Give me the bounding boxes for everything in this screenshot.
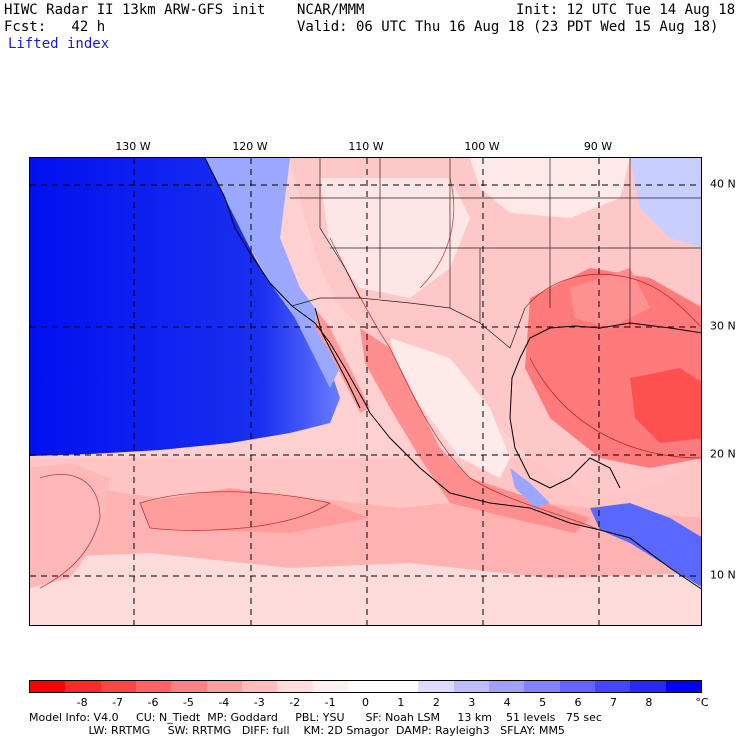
- colorbar-tick-label: 4: [503, 696, 511, 709]
- colorbar-tick-label: -5: [182, 696, 194, 709]
- pacific-coast: [204, 158, 371, 414]
- colorbar-tick-label: -7: [112, 696, 124, 709]
- colorbar-swatch: [418, 681, 454, 692]
- lat-label-20n: 20 N: [710, 447, 736, 461]
- lon-label-100w: 100 W: [464, 140, 500, 153]
- colorbar-swatch: [65, 681, 101, 692]
- colorbar-swatch: [524, 681, 560, 692]
- lat-label-10n: 10 N: [710, 568, 736, 582]
- colorbar-swatch: [595, 681, 631, 692]
- colorbar-tick-label: 3: [468, 696, 476, 709]
- colorbar-swatch: [453, 681, 490, 692]
- colorbar-swatch: [241, 681, 278, 692]
- lifted-index-map: [29, 157, 702, 626]
- colorbar-tick-label: -3: [253, 696, 265, 709]
- colorbar-tick-label: -2: [289, 696, 301, 709]
- colorbar-swatch: [630, 681, 666, 692]
- colorbar-tick-label: 5: [539, 696, 547, 709]
- colorbar-tick-label: -6: [147, 696, 159, 709]
- lat-label-40n: 40 N: [710, 177, 736, 191]
- valid-time: Valid: 06 UTC Thu 16 Aug 18 (23 PDT Wed …: [297, 19, 719, 35]
- colorbar-swatch: [312, 681, 348, 692]
- model-info-line2: LW: RRTMG SW: RRTMG DIFF: full KM: 2D Sm…: [29, 724, 565, 737]
- colorbar-swatch: [100, 681, 136, 692]
- colorbar-swatch: [206, 681, 242, 692]
- colorbar-swatch: [30, 681, 66, 692]
- colorbar-tick-label: 1: [397, 696, 405, 709]
- forecast-hour: Fcst: 42 h: [4, 19, 106, 35]
- colorbar-tick-label: 8: [645, 696, 653, 709]
- colorbar-swatch: [347, 681, 384, 692]
- stable-ocean-region: [30, 158, 340, 456]
- colorbar-swatch: [171, 681, 207, 692]
- colorbar-tick-label: 2: [432, 696, 440, 709]
- colorbar-swatch: [489, 681, 525, 692]
- colorbar-swatch: [135, 681, 172, 692]
- init-time: Init: 12 UTC Tue 14 Aug 18: [516, 2, 736, 18]
- colorbar-swatch: [277, 681, 313, 692]
- colorbar-swatch: [383, 681, 419, 692]
- model-info-line1: Model Info: V4.0 CU: N_Tiedt MP: Goddard…: [29, 711, 602, 724]
- colorbar-swatch: [559, 681, 595, 692]
- colorbar-unit: °C: [695, 696, 709, 709]
- model-title: HIWC Radar II 13km ARW-GFS init: [4, 2, 266, 18]
- field-name: Lifted index: [8, 36, 110, 52]
- colorbar-tick-label: 7: [609, 696, 617, 709]
- org-label: NCAR/MMM: [297, 2, 365, 18]
- colorbar: [29, 680, 702, 693]
- colorbar-tick-label: -4: [218, 696, 230, 709]
- colorbar-tick-label: 0: [362, 696, 369, 709]
- colorbar-tick-label: -8: [76, 696, 88, 709]
- central-america-stable: [590, 503, 701, 587]
- colorbar-tick-label: -1: [324, 696, 336, 709]
- colorbar-swatch: [665, 681, 701, 692]
- lon-label-130w: 130 W: [115, 140, 151, 153]
- lon-label-90w: 90 W: [583, 140, 613, 153]
- colorbar-tick-label: 6: [574, 696, 582, 709]
- lon-label-120w: 120 W: [232, 140, 268, 153]
- lat-label-30n: 30 N: [710, 319, 736, 333]
- lon-label-110w: 110 W: [348, 140, 384, 153]
